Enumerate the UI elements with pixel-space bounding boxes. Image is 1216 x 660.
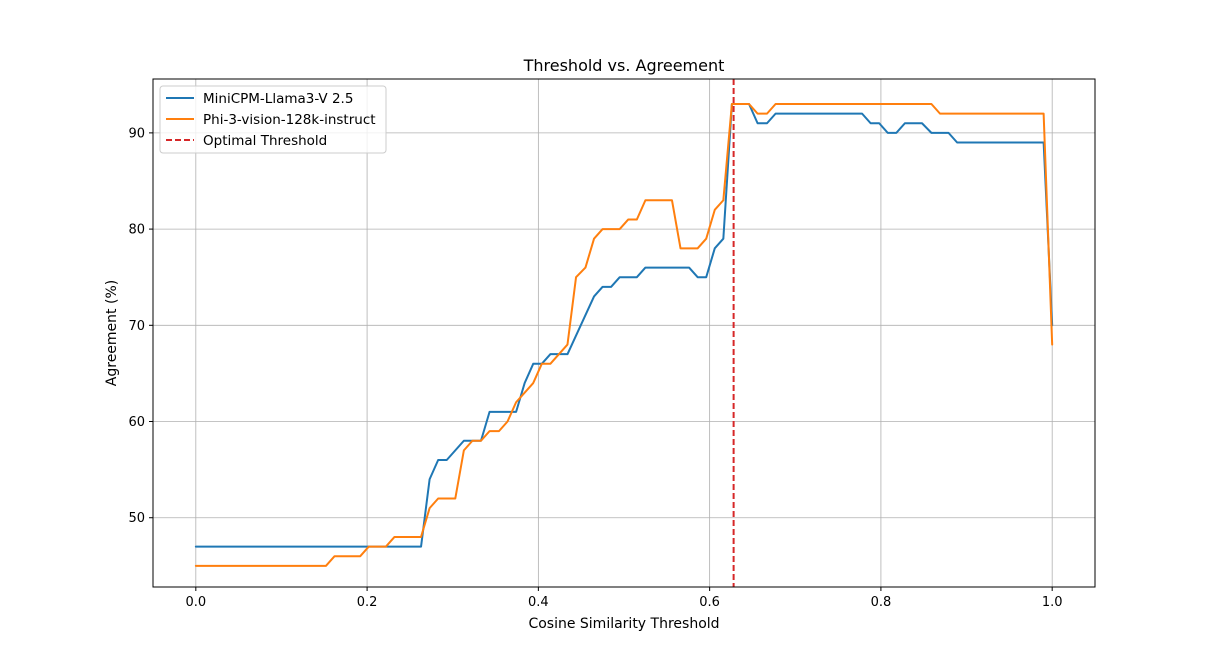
series-lines bbox=[194, 103, 1054, 567]
y-tick-label: 90 bbox=[128, 126, 145, 141]
y-tick-label: 80 bbox=[128, 223, 145, 238]
y-tick-label: 60 bbox=[128, 415, 145, 430]
x-tick-label: 0.8 bbox=[871, 595, 892, 610]
chart-title: Threshold vs. Agreement bbox=[523, 56, 725, 75]
plot-frame bbox=[152, 78, 1096, 588]
x-tick-label: 0.4 bbox=[528, 595, 549, 610]
series-line-phi3 bbox=[194, 103, 1054, 567]
legend-label-optimal-threshold: Optimal Threshold bbox=[203, 133, 327, 149]
plot-area bbox=[153, 79, 1095, 587]
legend-label-minicpm: MiniCPM-Llama3-V 2.5 bbox=[203, 91, 353, 107]
x-tick-label: 0.0 bbox=[185, 595, 206, 610]
legend: MiniCPM-Llama3-V 2.5 Phi-3-vision-128k-i… bbox=[159, 85, 387, 154]
y-tick-label: 70 bbox=[128, 319, 145, 334]
x-tick-label: 0.6 bbox=[699, 595, 720, 610]
y-tick-label: 50 bbox=[128, 511, 145, 526]
legend-box bbox=[159, 85, 387, 154]
series-line-minicpm bbox=[194, 103, 1054, 548]
x-axis-label: Cosine Similarity Threshold bbox=[528, 616, 719, 632]
legend-label-phi3: Phi-3-vision-128k-instruct bbox=[203, 112, 376, 128]
y-axis-label: Agreement (%) bbox=[104, 280, 120, 386]
axis-ticks: 0.0 0.2 0.4 0.6 0.8 1.0 50 60 70 80 90 bbox=[128, 126, 1062, 610]
x-tick-label: 0.2 bbox=[357, 595, 378, 610]
x-tick-label: 1.0 bbox=[1042, 595, 1063, 610]
